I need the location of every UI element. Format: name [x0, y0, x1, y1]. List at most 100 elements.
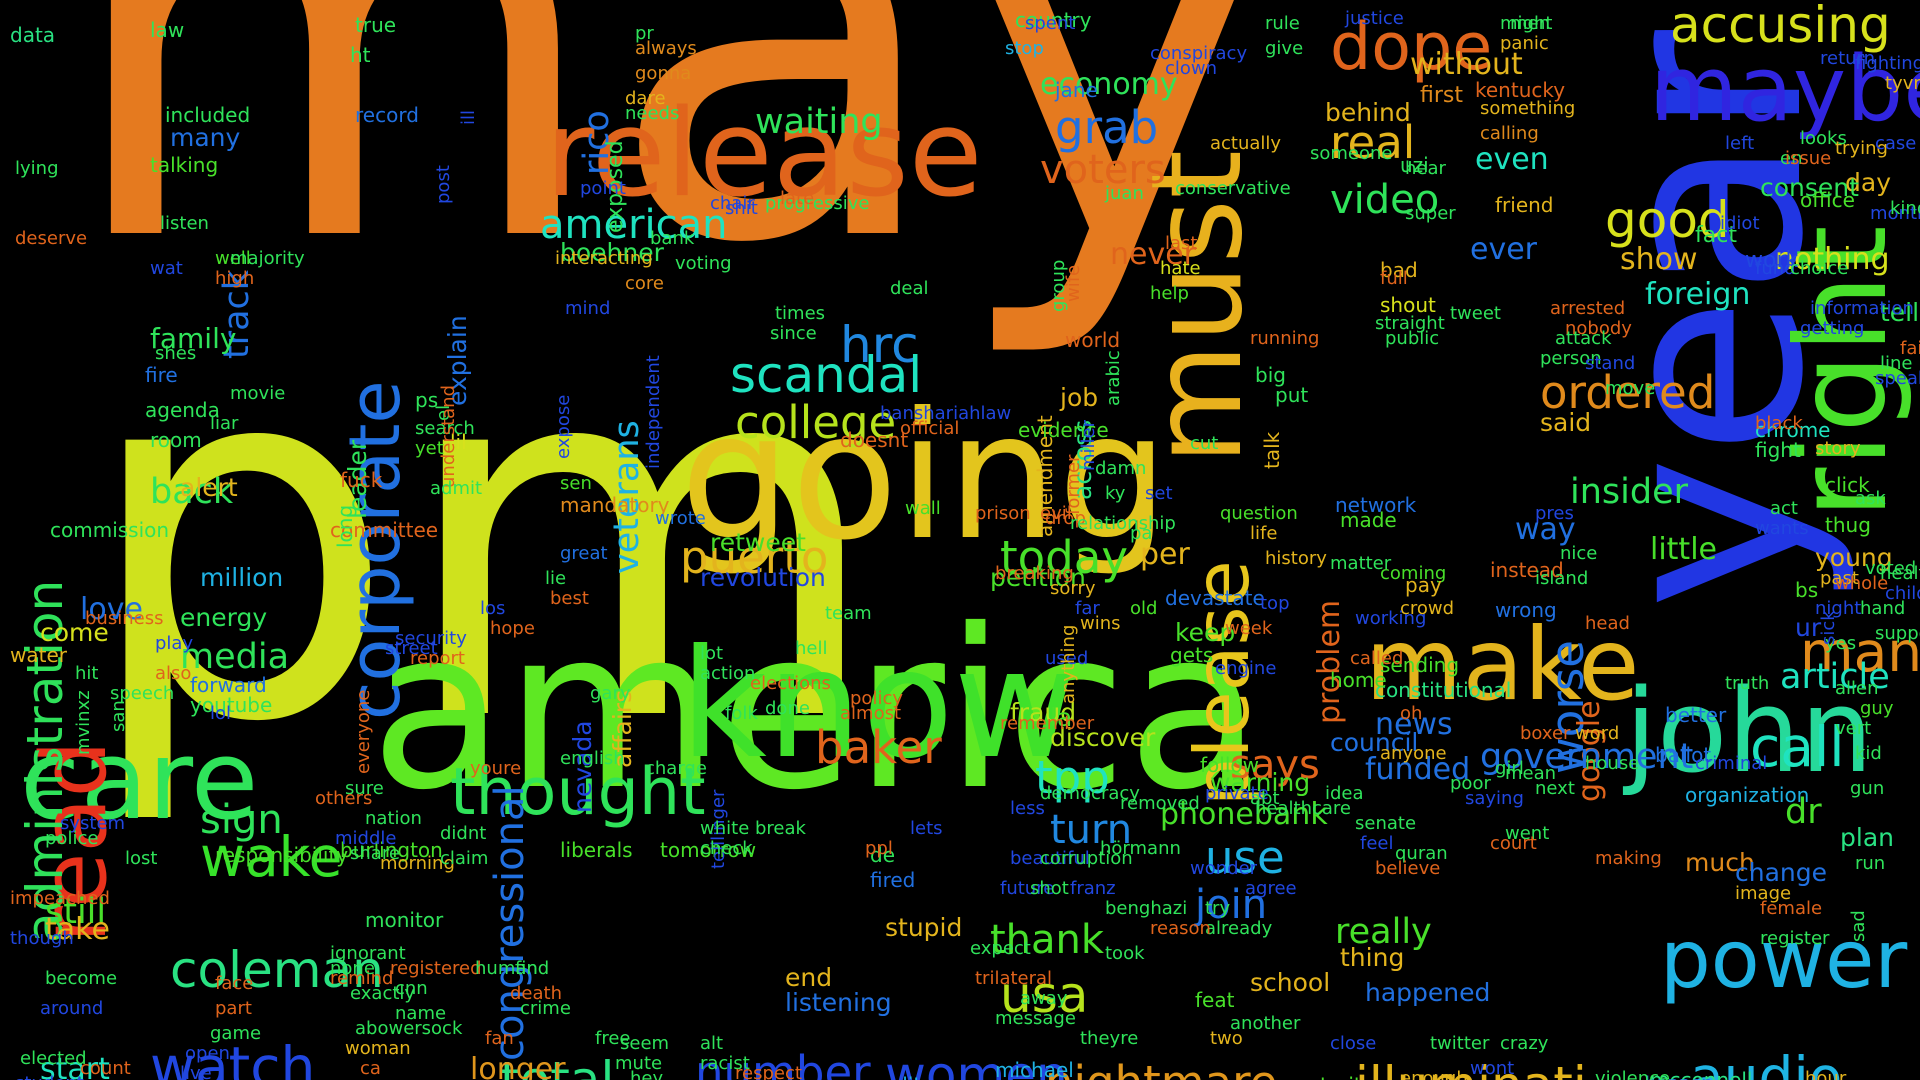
word-lie: lie — [545, 568, 567, 589]
word-elite: elite — [890, 1075, 934, 1080]
word-ask: ask — [1855, 488, 1886, 509]
word-included: included — [165, 103, 251, 127]
word-check: check — [700, 838, 753, 859]
word-reason: reason — [1150, 918, 1211, 939]
word-phonebank: phonebank — [1160, 797, 1328, 832]
word-today: today — [1000, 531, 1128, 584]
word-might: might — [1500, 13, 1553, 34]
word-per: per — [1140, 537, 1190, 572]
word-crowd: crowd — [1400, 598, 1455, 619]
word-kentucky: kentucky — [1475, 78, 1566, 102]
word-quran: quran — [1395, 843, 1448, 864]
word-find: find — [515, 958, 550, 979]
word-work: work — [1745, 248, 1799, 273]
word-john: john — [1625, 665, 1874, 799]
word-gary: gary — [590, 683, 631, 704]
word-already: already — [1205, 918, 1273, 939]
word-coming: coming — [1380, 563, 1447, 584]
word-poor: poor — [1450, 773, 1491, 794]
word-always: always — [635, 38, 697, 59]
word-sign: sign — [200, 797, 283, 843]
word-call: call — [1750, 715, 1845, 779]
word-kind: kind — [1890, 198, 1920, 219]
word-island: island — [1535, 568, 1589, 589]
word-end: end — [785, 963, 833, 992]
word-action: action — [700, 663, 756, 684]
word-energy: energy — [180, 603, 268, 632]
word-thought: thought — [450, 755, 706, 830]
word-instead: instead — [1490, 558, 1564, 582]
word-old: old — [1130, 598, 1158, 619]
word-expose: expose — [553, 394, 574, 459]
word-policy: policy — [850, 688, 903, 709]
word-others: others — [315, 788, 373, 809]
word-choice: choice — [1790, 258, 1849, 279]
word-pay: pay — [1405, 573, 1442, 597]
word-petition: petition — [990, 563, 1086, 592]
word-conservative: conservative — [1175, 178, 1291, 199]
word-removed: removed — [1120, 793, 1200, 814]
word-still: still — [45, 892, 107, 932]
word-boehner: boehner — [560, 238, 664, 267]
word-fighting: fighting — [1855, 53, 1920, 74]
word-crime: crime — [520, 998, 571, 1019]
word-help: help — [1150, 283, 1189, 304]
word-liar: liar — [210, 413, 239, 434]
word-private: private — [1205, 783, 1269, 804]
word-shes: shes — [155, 343, 197, 364]
word-never: never — [1110, 237, 1197, 272]
word-devastate: devastate — [1165, 586, 1265, 610]
word-click: click — [1825, 473, 1870, 497]
word-lying: lying — [15, 158, 59, 179]
word-late: late — [780, 188, 815, 209]
word-consent: consent — [1760, 173, 1859, 202]
word-day: day — [1845, 168, 1891, 197]
word-life: life — [1250, 523, 1278, 544]
word-abt: abt — [1250, 788, 1280, 809]
word-understand: understand — [438, 384, 459, 488]
word-night: night — [1815, 598, 1862, 619]
word-youre: youre — [470, 758, 522, 779]
word-lot: lot — [700, 643, 724, 664]
word-record: record — [355, 103, 419, 127]
word-longer: longer — [470, 1052, 566, 1080]
word-mind: mind — [565, 298, 611, 319]
word-truth: truth — [1725, 673, 1770, 694]
word-hear: hear — [1405, 158, 1446, 179]
word-doesnt: doesnt — [840, 428, 909, 452]
word-says: says — [1230, 742, 1320, 788]
word-count: count — [80, 1058, 131, 1079]
word-nobody: nobody — [1565, 318, 1632, 339]
word-really: really — [1335, 912, 1432, 952]
word-far: far — [1075, 598, 1100, 619]
word-shot: shot — [1030, 878, 1069, 899]
word-full: full — [1380, 268, 1408, 289]
word-america: america — [370, 582, 1262, 838]
word-racist: racist — [700, 1053, 750, 1074]
word-grab: grab — [1055, 101, 1159, 154]
word-done: done — [765, 698, 810, 719]
word-speech: speech — [110, 683, 175, 704]
word-tell: tell — [1880, 298, 1920, 327]
word-free: free — [595, 1028, 631, 1049]
word-return: return — [1820, 48, 1876, 69]
word-lost: lost — [125, 848, 158, 869]
word-fuck: fuck — [340, 468, 383, 492]
word-make: make — [1365, 606, 1640, 723]
word-abowersock: abowersock — [355, 1018, 463, 1039]
word-article: article — [1780, 657, 1890, 697]
word-well: well — [215, 248, 251, 269]
word-left: left — [1725, 133, 1755, 154]
word-ever: ever — [1470, 232, 1538, 267]
word-yet: yet — [415, 438, 444, 459]
word-person: person — [1540, 348, 1602, 369]
word-retweet: retweet — [710, 528, 806, 557]
word-use: use — [1205, 831, 1285, 884]
word-video: video — [1330, 177, 1440, 223]
word-deal: deal — [890, 278, 929, 299]
word-keep: keep — [1175, 618, 1236, 647]
word-wife: wife — [1063, 264, 1084, 302]
word-prison: prison — [975, 503, 1031, 524]
word-put: put — [1275, 383, 1309, 407]
word-de: de — [870, 843, 895, 867]
